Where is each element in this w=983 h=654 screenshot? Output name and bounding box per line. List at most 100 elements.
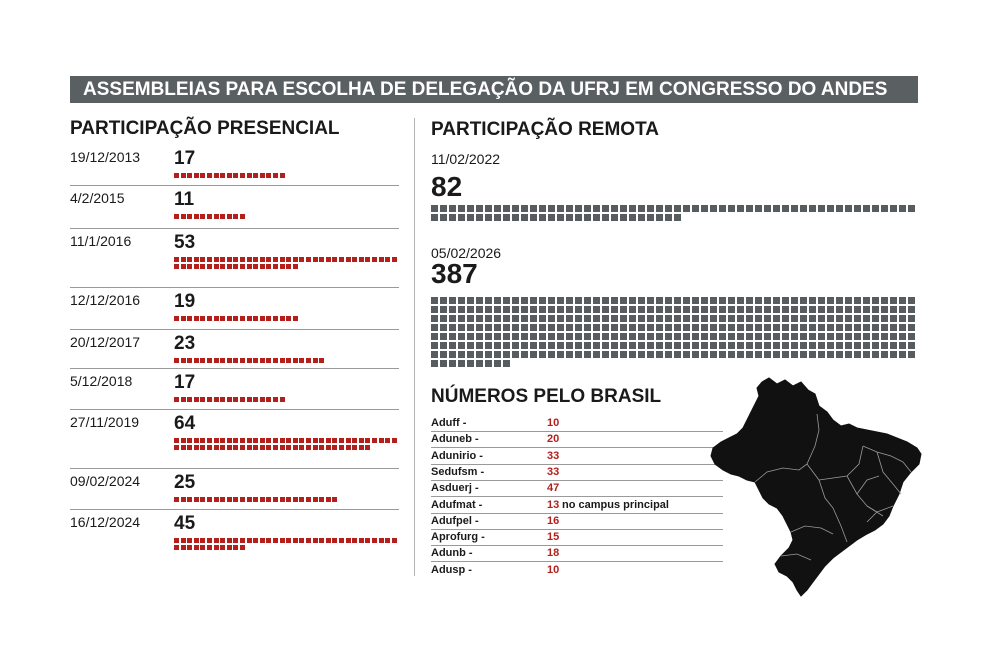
presencial-row: 27/11/2019 64 [70, 413, 399, 469]
brasil-row: Aprofurg - 15 [431, 530, 723, 547]
unit-square [557, 306, 564, 313]
unit-square [226, 444, 232, 450]
unit-square [719, 205, 726, 212]
row-separator [70, 228, 399, 229]
unit-square [440, 297, 447, 304]
union-value: 18 [547, 547, 560, 560]
unit-square [782, 333, 789, 340]
unit-square [213, 397, 219, 402]
presencial-value: 17 [174, 148, 196, 169]
unit-square [863, 333, 870, 340]
unit-square [773, 297, 780, 304]
unit-square [692, 342, 699, 349]
unit-square [908, 315, 915, 322]
unit-square [683, 315, 690, 322]
unit-square [692, 205, 699, 212]
unit-square [226, 397, 232, 402]
unit-square [207, 544, 212, 550]
unit-square [306, 358, 311, 363]
unit-square [485, 342, 492, 349]
unit-square [584, 324, 591, 331]
unit-square [683, 324, 690, 331]
presencial-value: 45 [174, 513, 196, 534]
unit-square [378, 257, 384, 262]
unit-square [259, 257, 265, 262]
unit-square [530, 342, 537, 349]
unit-square [755, 315, 762, 322]
unit-square [539, 214, 546, 221]
unit-square [467, 333, 474, 340]
unit-square [391, 438, 397, 443]
unit-square [521, 315, 528, 322]
unit-square [539, 205, 546, 212]
unit-square [200, 173, 206, 178]
unit-square [692, 297, 699, 304]
union-value: 47 [547, 482, 560, 495]
unit-square [557, 333, 564, 340]
unit-square [233, 538, 239, 543]
unit-square [827, 351, 834, 358]
unit-square [773, 351, 780, 358]
unit-square [246, 397, 252, 402]
unit-square [476, 214, 483, 221]
unit-square [259, 316, 265, 321]
unit-square [773, 324, 780, 331]
presencial-date: 16/12/2024 [70, 514, 141, 530]
unit-square [611, 324, 618, 331]
unit-square [358, 444, 364, 450]
unit-square [193, 438, 199, 443]
unit-square [872, 306, 879, 313]
unit-square [809, 342, 816, 349]
unit-square [791, 205, 798, 212]
unit-square [279, 316, 285, 321]
unit-square [213, 438, 219, 443]
unit-square [557, 297, 564, 304]
unit-square [710, 297, 717, 304]
unit-square [764, 205, 771, 212]
unit-square [207, 214, 212, 219]
unit-square [286, 316, 292, 321]
unit-square [908, 324, 915, 331]
unit-square [352, 444, 358, 450]
unit-square [476, 297, 483, 304]
unit-square [530, 306, 537, 313]
unit-square [701, 297, 708, 304]
unit-square [521, 297, 528, 304]
unit-square [312, 538, 318, 543]
unit-square [200, 544, 206, 550]
unit-square [746, 315, 753, 322]
unit-square [273, 257, 278, 262]
unit-square [746, 205, 753, 212]
unit-square [332, 438, 338, 443]
unit-square [286, 497, 292, 502]
unit-square [485, 306, 492, 313]
unit-square [319, 444, 325, 450]
presencial-value: 25 [174, 472, 196, 493]
row-separator [70, 409, 399, 410]
unit-square [647, 205, 654, 212]
unit-square [728, 306, 735, 313]
unit-square [345, 444, 351, 450]
unit-square [180, 438, 186, 443]
unit-square [207, 444, 212, 450]
unit-square [259, 263, 265, 269]
unit-square [485, 333, 492, 340]
unit-square [240, 397, 245, 402]
unit-square [620, 214, 627, 221]
unit-square [872, 324, 879, 331]
unit-square [476, 306, 483, 313]
unit-square [818, 205, 825, 212]
unit-square [656, 315, 663, 322]
unit-square [773, 342, 780, 349]
presencial-row: 09/02/2024 25 [70, 472, 399, 510]
unit-square [827, 315, 834, 322]
unit-square [494, 351, 501, 358]
unit-square [827, 205, 834, 212]
unit-square [602, 342, 609, 349]
unit-square [719, 351, 726, 358]
unit-square [319, 358, 325, 363]
unit-square [319, 538, 325, 543]
unit-square [854, 342, 861, 349]
unit-square [458, 360, 465, 367]
unit-square [863, 315, 870, 322]
